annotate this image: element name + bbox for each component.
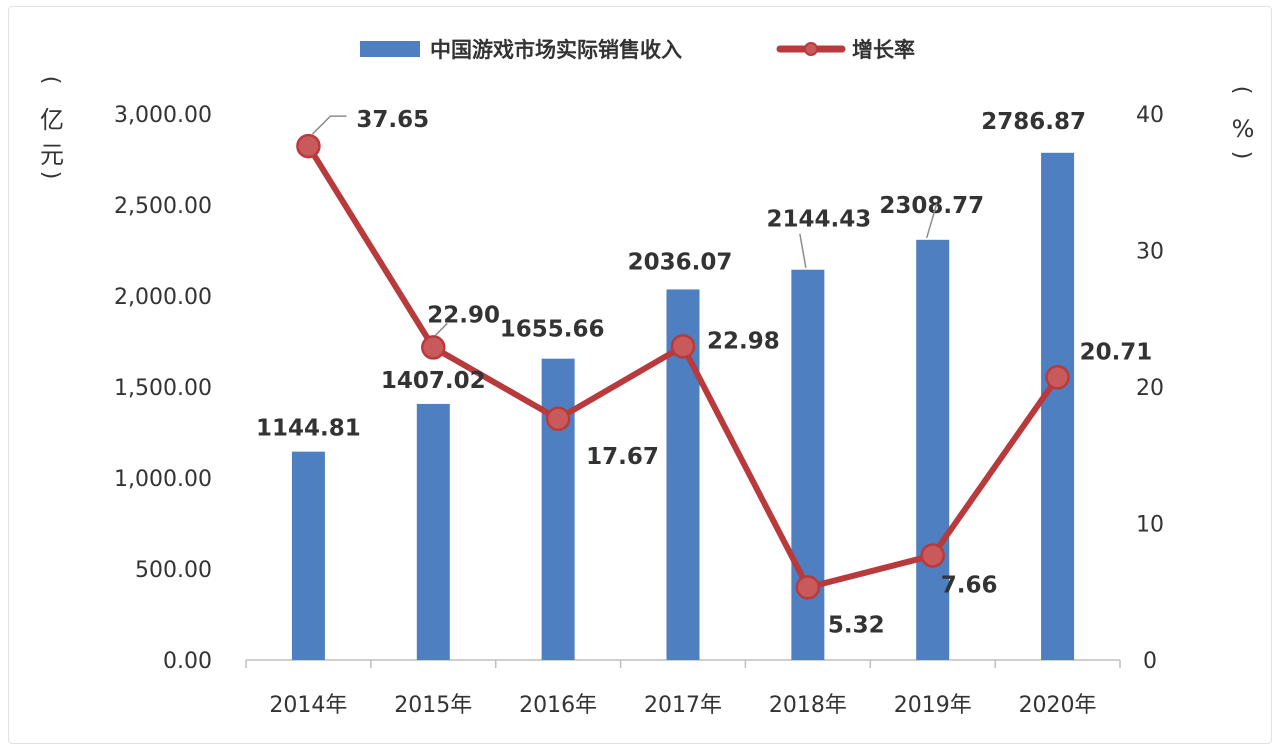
line-point: [421, 335, 446, 360]
y-left-tick-label: 2,000.00: [114, 285, 212, 310]
y-right-tick-label: 0: [1143, 649, 1157, 674]
left-axis-unit: ( 亿 元 ): [38, 76, 64, 180]
line-data-label: 22.98: [707, 328, 780, 354]
y-left-tick-label: 1,500.00: [114, 376, 212, 401]
x-tick-label: 2015年: [394, 693, 472, 718]
line-point: [296, 133, 321, 159]
left-unit-char-1: 亿: [40, 106, 64, 134]
axes: 2014年 2015年 2016年 2017年 2018年 2019年 2020年 0.00 5…: [114, 103, 1164, 718]
y-right-tick-label: 20: [1136, 376, 1164, 401]
line-data-label: 7.66: [941, 572, 998, 598]
x-tick-label: 2016年: [519, 693, 597, 718]
y-right-tick-label: 40: [1136, 103, 1164, 128]
label-leader-line: [434, 322, 448, 336]
legend-label-bar: 中国游戏市场实际销售收入: [430, 38, 682, 62]
line-point: [920, 543, 945, 568]
y-left-tick-label: 500.00: [135, 558, 212, 583]
x-tick-label: 2019年: [894, 693, 972, 718]
left-unit-char-2: 元: [40, 141, 64, 169]
line-point: [670, 334, 696, 359]
bar: [791, 269, 825, 660]
line-series: [296, 133, 1070, 600]
line-data-label: 37.65: [356, 107, 429, 133]
bar: [916, 239, 950, 660]
bar: [1041, 152, 1075, 660]
right-unit-close-paren: ): [1229, 151, 1254, 160]
x-tick-label: 2014年: [269, 693, 347, 718]
line-data-label: 5.32: [828, 612, 885, 638]
line-data-label: 20.71: [1080, 339, 1153, 365]
line-point: [1045, 365, 1070, 390]
line-data-label: 22.90: [427, 302, 500, 328]
right-unit-open-paren: (: [1229, 86, 1254, 95]
label-leader-line: [311, 115, 347, 135]
y-left-tick-label: 2,500.00: [114, 194, 212, 219]
bar-data-label: 2036.07: [628, 249, 733, 275]
legend-label-line: 增长率: [852, 38, 915, 62]
line-point: [795, 575, 821, 600]
bar-data-label: 1655.66: [500, 317, 605, 343]
line-data-label: 17.67: [586, 444, 659, 470]
y-right-tick-label: 30: [1136, 240, 1164, 265]
bar-data-label: 2144.43: [766, 207, 871, 233]
right-axis-unit: ( % ): [1229, 86, 1254, 160]
y-left-tick-label: 3,000.00: [114, 103, 212, 128]
y-right-tick-label: 10: [1136, 513, 1164, 538]
right-unit-char: %: [1232, 115, 1255, 143]
bar-data-label: 1407.02: [381, 368, 486, 394]
bar: [291, 451, 325, 660]
left-unit-close-paren: ): [38, 171, 63, 180]
y-left-tick-label: 1,000.00: [114, 467, 212, 492]
bar-data-label: 2308.77: [879, 193, 984, 219]
y-left-tick-label: 0.00: [163, 649, 212, 674]
left-unit-open-paren: (: [38, 76, 63, 85]
x-tick-label: 2017年: [644, 693, 722, 718]
label-leader-line: [799, 233, 807, 268]
data-labels: 1144.81 1407.02 1655.66 2036.07 2144.43 2308.…: [256, 107, 1152, 638]
legend-swatch-marker: [804, 42, 818, 56]
bar: [541, 358, 575, 660]
label-leader-line: [925, 203, 938, 239]
line-point: [545, 406, 571, 432]
legend: 中国游戏市场实际销售收入 增长率: [360, 38, 915, 62]
x-tick-label: 2018年: [769, 693, 847, 718]
bar-data-label: 1144.81: [256, 416, 361, 442]
bar: [416, 403, 450, 660]
x-tick-label: 2020年: [1019, 693, 1097, 718]
bar-data-label: 2786.87: [981, 109, 1086, 135]
legend-swatch-bar: [360, 41, 420, 57]
